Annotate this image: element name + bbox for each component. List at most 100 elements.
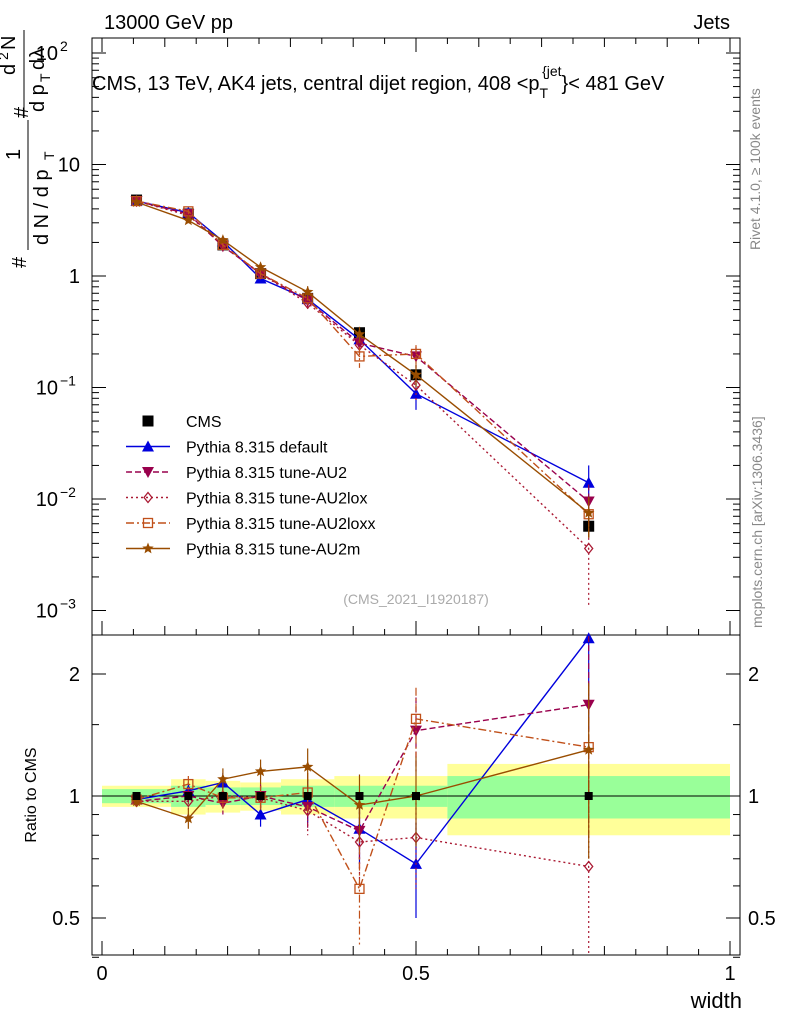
data-point-au2m (182, 214, 195, 226)
legend-label-au2: Pythia 8.315 tune-AU2 (186, 465, 347, 482)
data-point-au2m (410, 368, 422, 380)
data-point-au2lox (302, 297, 313, 310)
svg-text:2: 2 (0, 52, 11, 60)
legend-marker-cms (142, 415, 154, 427)
plot-title: CMS, 13 TeV, AK4 jets, central dijet reg… (92, 63, 665, 101)
svg-text:λ: λ (27, 48, 49, 58)
series-au2loxx (131, 195, 594, 540)
mcplots-credit-label: mcplots.cern.ch [arXiv:1306.3436] (749, 416, 765, 628)
ratio-point-cms (303, 792, 312, 800)
svg-text:#: # (11, 106, 33, 118)
title-main: CMS, 13 TeV, AK4 jets, central dijet reg… (92, 73, 540, 95)
ratio-point-au2loxx (410, 713, 422, 725)
data-point-au2m (353, 328, 366, 340)
ratio-point-cms (584, 792, 593, 800)
ratio-point-au2m (254, 765, 267, 777)
main-y-tick-label: 10 (36, 489, 58, 511)
ratio-y-tick-label-right: 1 (748, 786, 759, 808)
svg-text:d p: d p (27, 84, 49, 112)
data-point-au2m (217, 234, 229, 245)
legend-marker-au2loxx (142, 517, 154, 529)
ratio-series-layer (130, 632, 595, 955)
legend-marker-au2lox (143, 491, 153, 504)
legend: CMS Pythia 8.315 default Pythia 8.315 tune… (126, 414, 375, 559)
svg-text:d N / d p: d N / d p (31, 169, 53, 245)
legend-marker-au2m (142, 542, 154, 554)
series-line-au2m (136, 201, 590, 514)
legend-item-au2lox: Pythia 8.315 tune-AU2lox (126, 491, 367, 508)
series-cms (131, 194, 595, 538)
title-sup: {jet (542, 63, 562, 79)
ratio-point-au2lox (302, 804, 313, 817)
main-y-tick-label: 10 (58, 155, 80, 177)
main-y-tick-label-exponent: −3 (60, 596, 76, 612)
x-tick-label: 1 (724, 963, 735, 985)
ratio-point-au2loxx (183, 778, 194, 790)
svg-text:d: d (0, 64, 20, 75)
x-axis-label: width (690, 988, 742, 1013)
data-point-default (582, 476, 595, 488)
data-point-au2loxx (410, 348, 422, 360)
data-point-au2m (130, 196, 143, 207)
ratio-point-au2m (302, 760, 314, 772)
series-layer (130, 194, 595, 606)
legend-label-au2lox: Pythia 8.315 tune-AU2lox (186, 491, 367, 508)
ratio-point-cms (256, 792, 265, 800)
ratio-line-au2lox (136, 795, 589, 868)
main-y-tick-label-exponent: 2 (60, 38, 68, 54)
main-y-tick-label-exponent: −2 (60, 484, 76, 500)
data-point-au2m (302, 285, 314, 297)
title-sub: T (540, 85, 549, 101)
legend-item-au2m: Pythia 8.315 tune-AU2m (126, 542, 360, 559)
ratio-y-tick-label: 0.5 (52, 908, 80, 930)
ratio-y-tick-label-right: 2 (748, 664, 759, 686)
ratio-point-cms (412, 792, 420, 800)
header-right: Jets (693, 12, 730, 34)
ratio-point-au2m (583, 743, 595, 755)
ratio-point-cms (218, 792, 227, 800)
legend-item-default: Pythia 8.315 default (126, 440, 328, 457)
ratio-line-default (136, 637, 590, 865)
ratio-point-au2m (353, 799, 366, 810)
data-point-au2lox (411, 379, 421, 392)
main-y-tick-label: 10 (36, 43, 58, 65)
ratio-y-tick-label: 2 (69, 664, 80, 686)
ratio-point-au2lox (583, 860, 594, 873)
ratio-point-cms (184, 792, 193, 800)
ratio-point-au2m (217, 773, 229, 785)
ratio-point-au2m (182, 812, 195, 824)
legend-label-au2loxx: Pythia 8.315 tune-AU2loxx (186, 516, 375, 533)
rivet-version-label: Rivet 4.1.0, ≥ 100k events (747, 88, 763, 250)
svg-text:T: T (37, 73, 53, 82)
ratio-y-axis-label: Ratio to CMS (23, 747, 40, 842)
legend-label-au2m: Pythia 8.315 tune-AU2m (186, 542, 360, 559)
ratio-point-au2m (130, 795, 143, 807)
ratio-line-au2loxx (136, 718, 589, 891)
ratio-series-au2m (130, 683, 595, 859)
svg-text:T: T (41, 151, 57, 160)
data-point-au2 (353, 338, 366, 350)
svg-text:#: # (9, 256, 31, 268)
main-y-tick-label-exponent: −1 (60, 373, 76, 389)
ratio-point-cms (132, 792, 141, 800)
svg-text:d: d (27, 59, 49, 70)
data-point-au2m (254, 261, 267, 272)
x-tick-label: 0.5 (402, 963, 430, 985)
series-line-au2lox (136, 200, 590, 549)
x-tick-label: 0 (96, 963, 107, 985)
legend-marker-default (142, 440, 154, 452)
ratio-point-au2loxx (354, 883, 365, 895)
series-au2m (130, 196, 595, 538)
series-line-au2loxx (136, 200, 590, 515)
main-y-tick-label: 10 (36, 601, 58, 623)
legend-marker-au2 (142, 467, 154, 478)
data-point-au2 (301, 295, 314, 307)
ratio-line-au2m (136, 749, 589, 820)
svg-text:1: 1 (3, 149, 25, 160)
main-y-axis-label: # 1 d N / d p T # d 2 N d p T d λ (0, 30, 57, 268)
analysis-tag: (CMS_2021_I1920187) (343, 591, 489, 607)
legend-item-au2: Pythia 8.315 tune-AU2 (126, 465, 347, 482)
ratio-point-cms (355, 792, 364, 800)
